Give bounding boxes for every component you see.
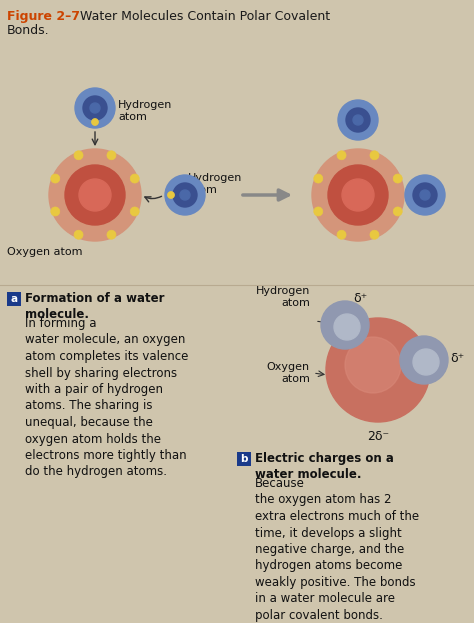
Text: Electric charges on a
water molecule.: Electric charges on a water molecule.: [255, 452, 394, 482]
Circle shape: [342, 179, 374, 211]
Circle shape: [130, 207, 139, 216]
FancyBboxPatch shape: [7, 292, 21, 306]
Circle shape: [79, 179, 111, 211]
Text: Water Molecules Contain Polar Covalent: Water Molecules Contain Polar Covalent: [80, 10, 330, 23]
Text: Oxygen
atom: Oxygen atom: [267, 362, 310, 384]
Circle shape: [337, 151, 346, 159]
Circle shape: [314, 207, 323, 216]
Circle shape: [107, 151, 116, 159]
Circle shape: [83, 96, 107, 120]
Circle shape: [370, 151, 379, 159]
Circle shape: [312, 149, 404, 241]
Circle shape: [400, 336, 448, 384]
Circle shape: [393, 174, 402, 183]
Circle shape: [91, 118, 99, 125]
Text: Because
the oxygen atom has 2
extra electrons much of the
time, it develops a sl: Because the oxygen atom has 2 extra elec…: [255, 477, 419, 622]
Circle shape: [107, 231, 116, 239]
Circle shape: [180, 190, 190, 200]
Circle shape: [346, 108, 370, 132]
Text: a: a: [10, 294, 18, 304]
Circle shape: [74, 151, 83, 159]
Circle shape: [90, 103, 100, 113]
Circle shape: [314, 174, 323, 183]
FancyBboxPatch shape: [237, 452, 251, 466]
Circle shape: [173, 183, 197, 207]
Circle shape: [413, 183, 437, 207]
Circle shape: [337, 231, 346, 239]
Text: Hydrogen
atom: Hydrogen atom: [118, 100, 173, 122]
Text: In forming a
water molecule, an oxygen
atom completes its valence
shell by shari: In forming a water molecule, an oxygen a…: [25, 317, 188, 478]
Circle shape: [338, 100, 378, 140]
Circle shape: [49, 149, 141, 241]
Circle shape: [74, 231, 83, 239]
Circle shape: [326, 318, 430, 422]
Text: Figure 2–7: Figure 2–7: [7, 10, 80, 23]
Circle shape: [345, 337, 401, 393]
Circle shape: [130, 174, 139, 183]
Text: b: b: [240, 454, 248, 464]
Circle shape: [353, 115, 363, 125]
Circle shape: [334, 314, 360, 340]
Text: Hydrogen
atom: Hydrogen atom: [188, 173, 242, 196]
Text: 2δ⁻: 2δ⁻: [367, 430, 389, 443]
Text: δ⁺: δ⁺: [450, 351, 464, 364]
Text: Hydrogen
atom: Hydrogen atom: [255, 285, 310, 308]
Text: Formation of a water
molecule.: Formation of a water molecule.: [25, 292, 164, 321]
Text: Bonds.: Bonds.: [7, 24, 50, 37]
Circle shape: [328, 165, 388, 225]
Circle shape: [370, 231, 379, 239]
Circle shape: [75, 88, 115, 128]
Text: δ⁺: δ⁺: [353, 292, 367, 305]
Circle shape: [51, 207, 60, 216]
Circle shape: [393, 207, 402, 216]
Circle shape: [405, 175, 445, 215]
Circle shape: [51, 174, 60, 183]
Text: Oxygen atom: Oxygen atom: [7, 247, 82, 257]
Circle shape: [321, 301, 369, 349]
Circle shape: [167, 191, 174, 199]
Circle shape: [65, 165, 125, 225]
Circle shape: [420, 190, 430, 200]
Circle shape: [165, 175, 205, 215]
Circle shape: [413, 349, 439, 375]
